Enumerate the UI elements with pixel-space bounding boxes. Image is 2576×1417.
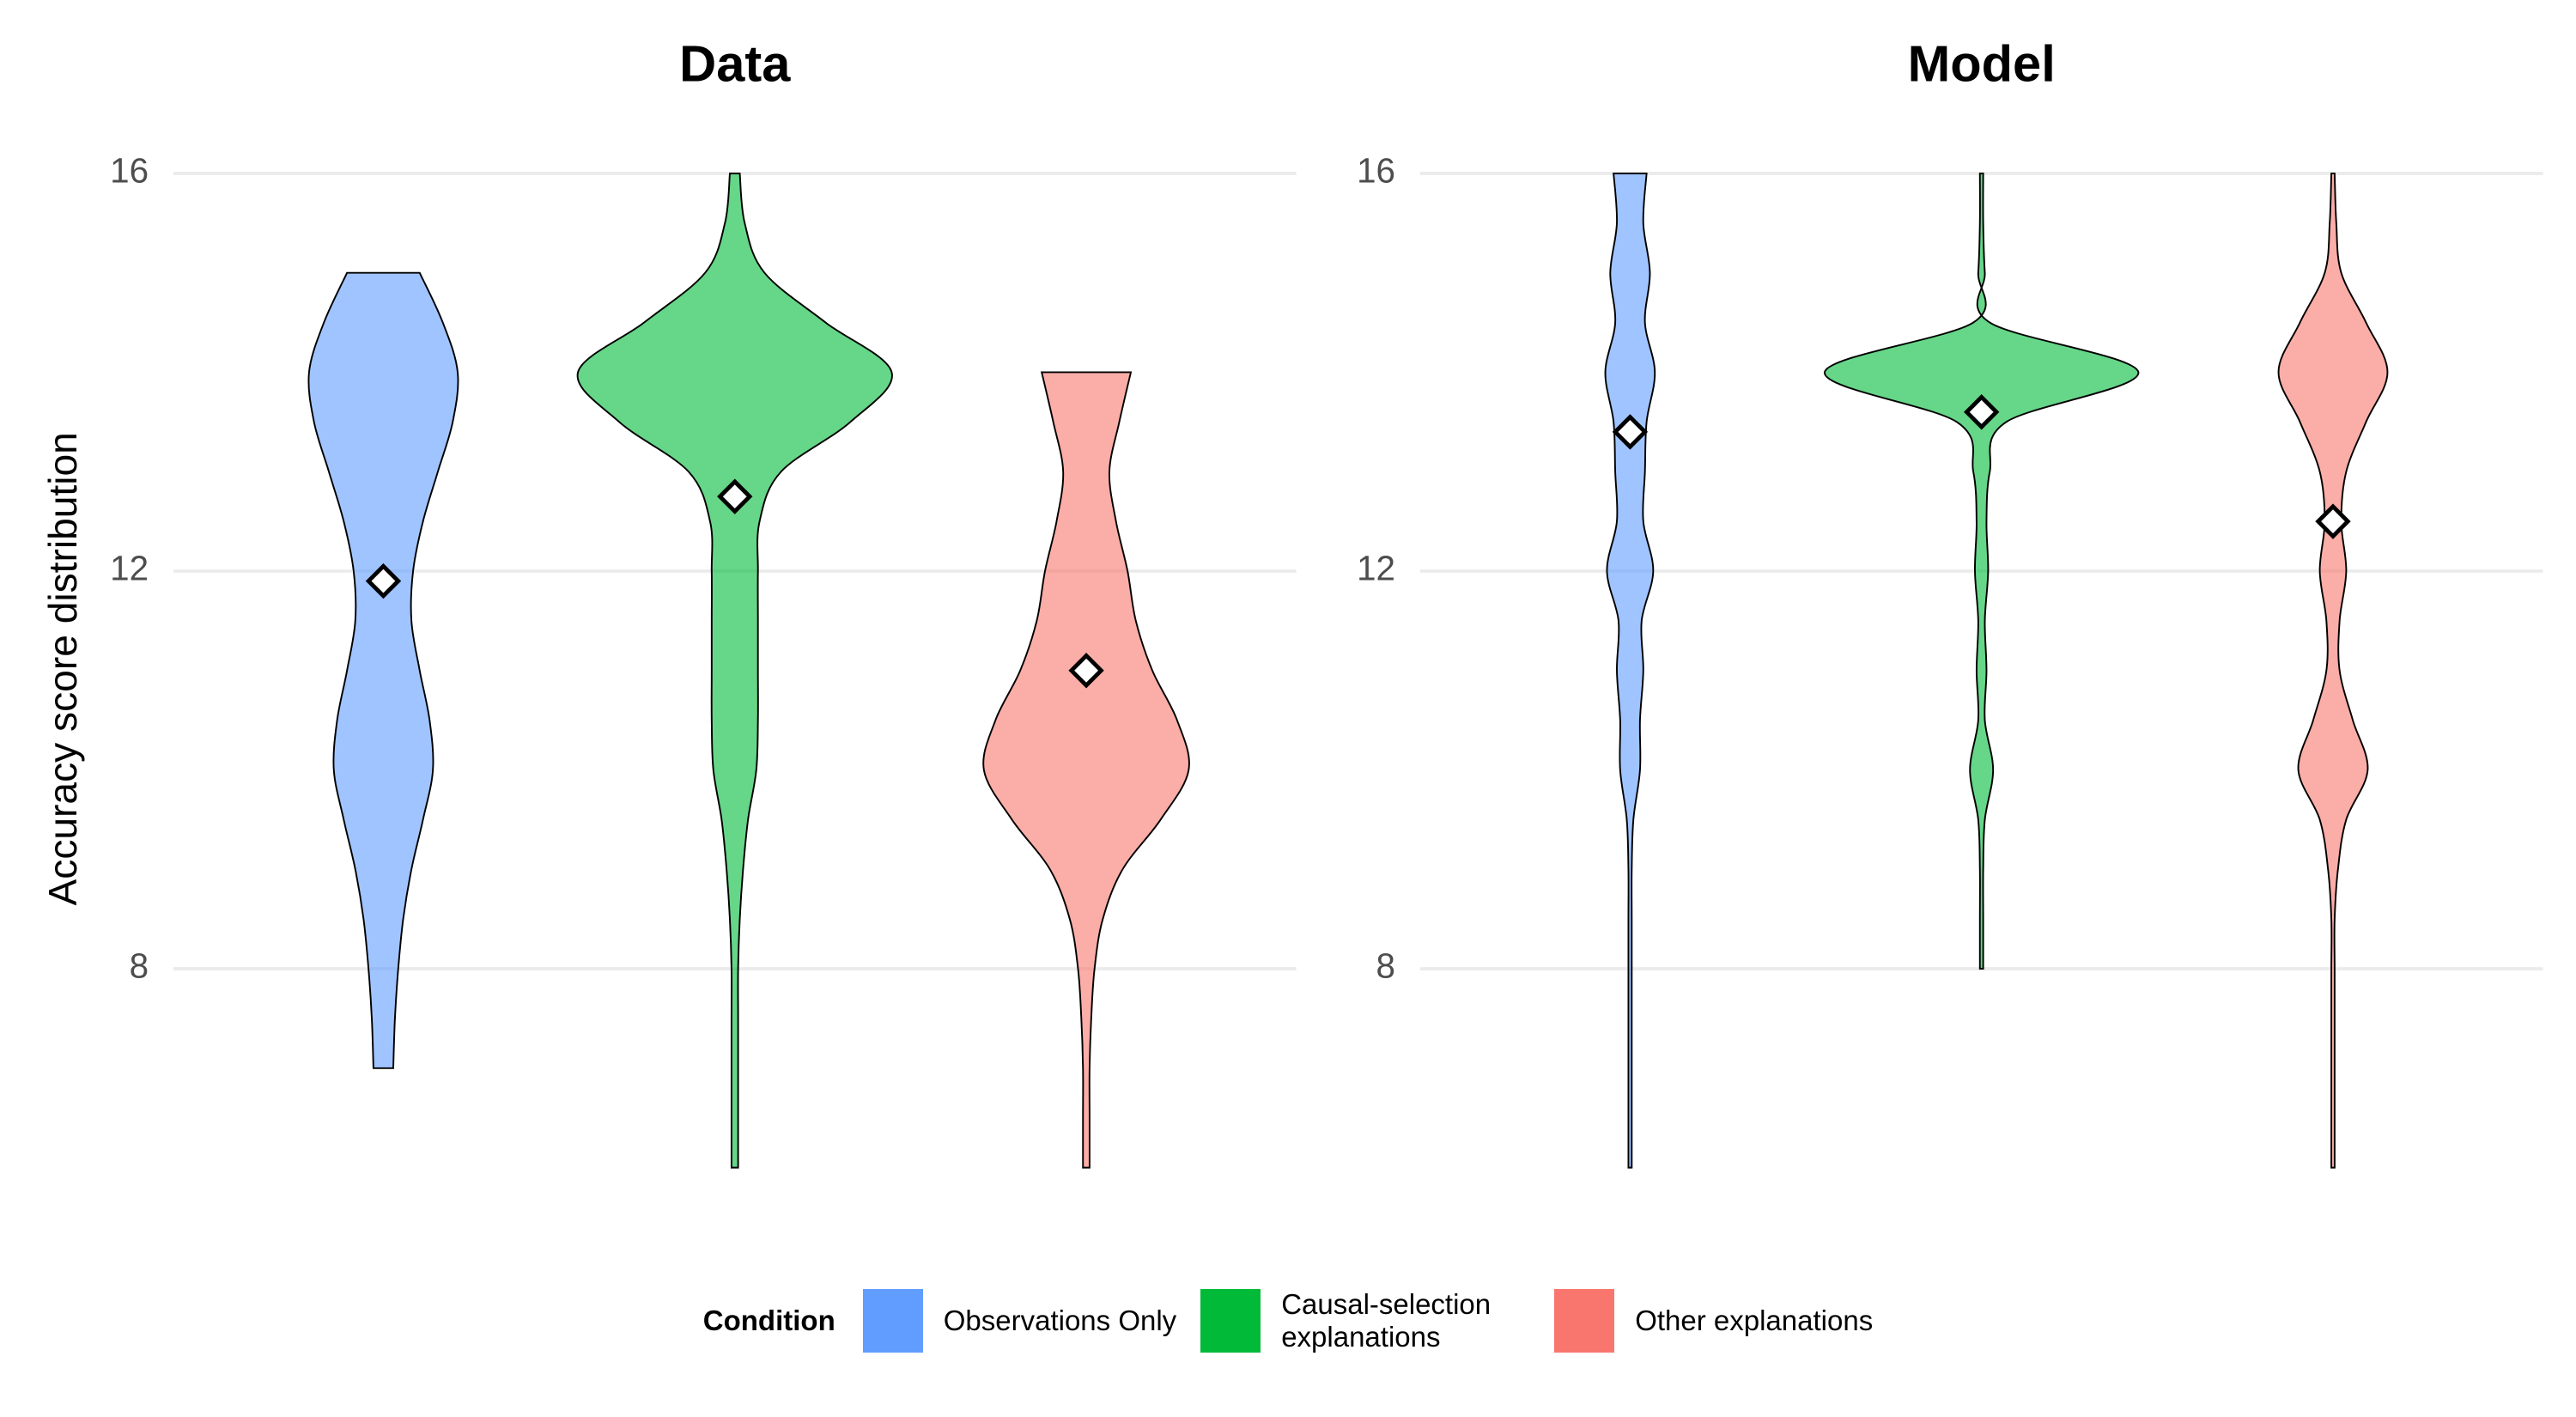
violin: [307, 271, 459, 1069]
violin: [982, 371, 1190, 1169]
mean-marker: [1068, 653, 1104, 689]
y-tick-label: 16: [1357, 151, 1395, 191]
chart: Data 8 12 16 Accuracy score distribution Mode…: [40, 35, 2543, 1169]
mean-marker: [365, 563, 402, 599]
legend-label: Other explanations: [1635, 1304, 1874, 1336]
legend-key: [1554, 1288, 1615, 1353]
mean-marker: [717, 478, 753, 514]
mean-marker: [1963, 394, 2000, 430]
mean-marker: [2315, 503, 2351, 539]
legend-label: Causal-selection explanations: [1281, 1288, 1492, 1353]
legend-title: Condition: [702, 1304, 835, 1336]
violin: [2277, 172, 2389, 1169]
mean-marker: [1612, 414, 1649, 450]
panel-title: Model: [1908, 35, 2056, 93]
legend-key: [862, 1288, 923, 1353]
violin: [576, 172, 893, 1169]
legend-label: Observations Only: [943, 1304, 1177, 1336]
y-tick-label: 12: [110, 549, 149, 588]
y-tick-label: 12: [1357, 549, 1395, 588]
legend-key: [1200, 1288, 1261, 1353]
y-tick-label: 16: [110, 151, 149, 191]
violin: [1824, 172, 2140, 970]
panel-title: Data: [679, 35, 791, 93]
legend: Condition Observations Only Causal-select…: [0, 1288, 2576, 1353]
violin: [1604, 172, 1656, 1169]
y-tick-label: 8: [1376, 946, 1395, 986]
y-axis-label: Accuracy score distribution: [40, 432, 85, 905]
y-tick-label: 8: [130, 946, 149, 986]
